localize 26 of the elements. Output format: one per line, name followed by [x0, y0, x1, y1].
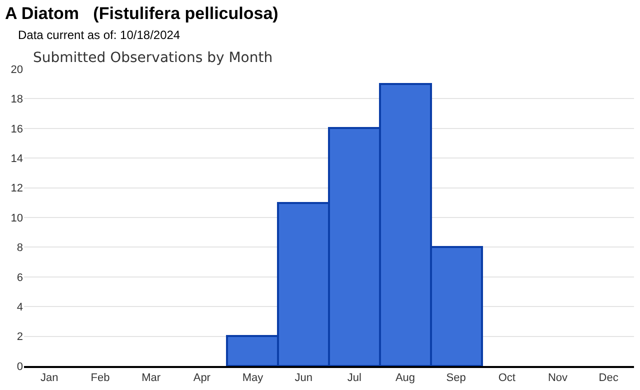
- y-tick-label: 8: [16, 242, 23, 254]
- x-tick-label: Nov: [548, 372, 568, 384]
- y-tick-label: 6: [16, 272, 23, 284]
- x-tick-label: Mar: [142, 372, 161, 384]
- y-tick-label: 10: [10, 212, 23, 224]
- chart-subtitle: Data current as of: 10/18/2024: [18, 28, 180, 42]
- x-tick-label: Sep: [446, 372, 466, 384]
- x-tick-label: Apr: [193, 372, 211, 384]
- x-tick-label: Jun: [294, 372, 312, 384]
- y-tick-label: 2: [16, 331, 23, 344]
- x-tick-label: Feb: [90, 372, 110, 384]
- y-tick-label: 4: [16, 301, 23, 314]
- y-tick-label: 14: [10, 152, 23, 165]
- x-tick-label: Oct: [498, 372, 516, 384]
- text: Submitted Observations by Month: [33, 50, 273, 66]
- y-tick-label: 12: [10, 182, 23, 195]
- x-tick-label: Jan: [40, 372, 58, 384]
- x-tick-label: Aug: [395, 372, 416, 384]
- y-tick-label: 20: [10, 64, 23, 76]
- y-tick-label: 18: [10, 94, 23, 106]
- x-tick-label: Jul: [347, 372, 362, 384]
- x-tick-label: Dec: [598, 372, 619, 384]
- y-tick-label: 16: [10, 123, 23, 136]
- chart-title: A Diatom (Fistulifera pelliculosa): [5, 4, 278, 23]
- x-tick-label: May: [242, 372, 264, 384]
- y-tick-label: 0: [16, 360, 23, 373]
